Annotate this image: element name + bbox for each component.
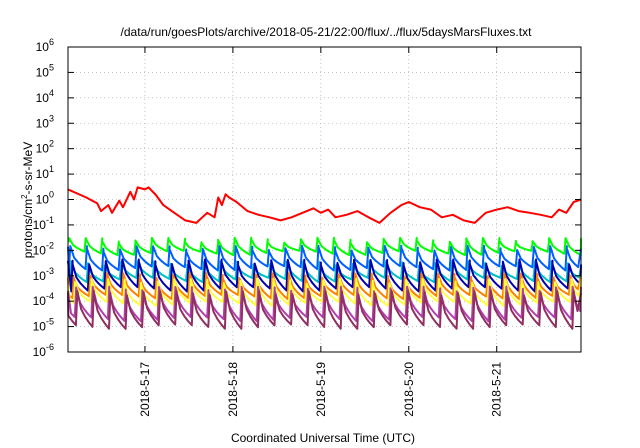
y-axis-label-sup: 2	[20, 194, 29, 199]
series-line-9	[67, 290, 582, 330]
y-tick-label: 10-3	[33, 266, 54, 283]
y-tick-label: 10-5	[33, 317, 54, 334]
y-tick-label: 104	[36, 88, 54, 105]
series-line-8	[67, 285, 582, 323]
y-tick-label: 100	[36, 190, 54, 207]
x-axis-label: Coordinated Universal Time (UTC)	[231, 431, 415, 445]
plot-frame	[67, 46, 582, 353]
series-line-7	[67, 277, 582, 308]
y-tick-label: 10-4	[33, 291, 54, 308]
y-tick-label: 10-2	[33, 240, 54, 257]
axes	[67, 46, 582, 353]
y-axis-label-rest: -s-sr-MeV	[21, 142, 35, 195]
x-tick-label: 2018-5-18	[226, 362, 240, 417]
x-tick-labels: 2018-5-17 2018-5-18 2018-5-19 2018-5-20 2018…	[138, 362, 504, 417]
x-tick-label: 2018-5-20	[402, 362, 416, 417]
series-line-6	[67, 272, 582, 301]
x-tick-label: 2018-5-17	[138, 362, 152, 417]
x-tick-label: 2018-5-19	[314, 362, 328, 417]
series-layer	[67, 186, 582, 330]
y-tick-labels: 10-6 10-5 10-4 10-3 10-2 10-1 100 101 102 103 104 1…	[33, 37, 54, 359]
y-tick-label: 106	[36, 37, 54, 54]
x-tick-label: 2018-5-21	[490, 362, 504, 417]
y-tick-label: 101	[36, 164, 54, 181]
y-tick-label: 103	[36, 113, 54, 130]
y-tick-label: 105	[36, 62, 54, 79]
y-tick-label: 102	[36, 139, 54, 156]
y-axis-label: protons/cm2-s-sr-MeV	[20, 142, 35, 258]
y-tick-label: 10-1	[33, 215, 54, 232]
series-line-1	[67, 186, 582, 224]
series-line-3	[67, 244, 582, 272]
series-line-5	[67, 258, 582, 293]
y-axis-label-base: protons/cm	[21, 199, 35, 258]
series-line-2	[68, 236, 582, 257]
y-tick-label: 10-6	[33, 342, 54, 359]
chart-title: /data/run/goesPlots/archive/2018-05-21/2…	[121, 25, 533, 39]
